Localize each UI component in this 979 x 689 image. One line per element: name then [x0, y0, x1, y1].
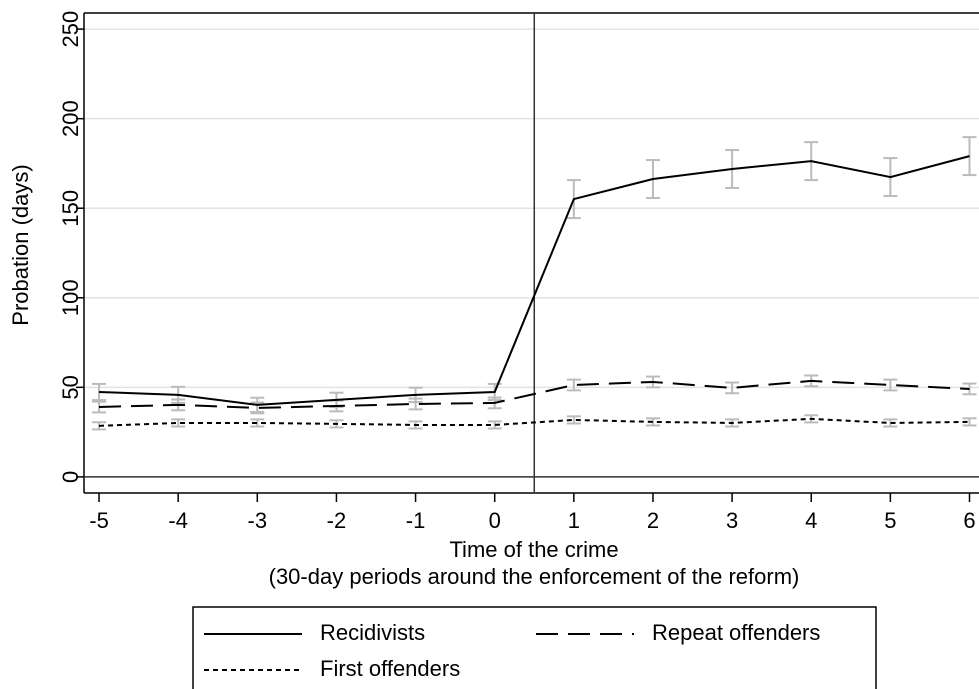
legend-label: Repeat offenders [652, 620, 820, 645]
x-tick-label: 5 [884, 508, 896, 533]
x-axis-note: (30-day periods around the enforcement o… [269, 564, 800, 589]
x-tick-label: -5 [89, 508, 109, 533]
series-line [99, 379, 970, 409]
y-tick-label: 100 [58, 279, 83, 316]
y-tick-label: 0 [58, 471, 83, 483]
x-tick-label: -2 [327, 508, 347, 533]
x-tick-label: -1 [406, 508, 426, 533]
series-line [98, 417, 970, 427]
x-tick-label: -4 [168, 508, 188, 533]
x-tick-label: 6 [963, 508, 975, 533]
x-tick-label: 3 [726, 508, 738, 533]
legend-label: Recidivists [320, 620, 425, 645]
legend-label: First offenders [320, 656, 460, 681]
y-tick-label: 250 [58, 11, 83, 48]
x-tick-label: 1 [568, 508, 580, 533]
legend-box [192, 606, 877, 689]
y-tick-label: 150 [58, 190, 83, 227]
y-axis-label: Probation (days) [8, 164, 33, 325]
x-tick-label: 2 [647, 508, 659, 533]
x-tick-label: 0 [489, 508, 501, 533]
series-line [98, 155, 970, 406]
x-tick-label: -3 [248, 508, 268, 533]
y-tick-label: 50 [58, 375, 83, 399]
y-tick-label: 200 [58, 100, 83, 137]
x-tick-label: 4 [805, 508, 817, 533]
x-axis-label: Time of the crime [449, 537, 618, 562]
